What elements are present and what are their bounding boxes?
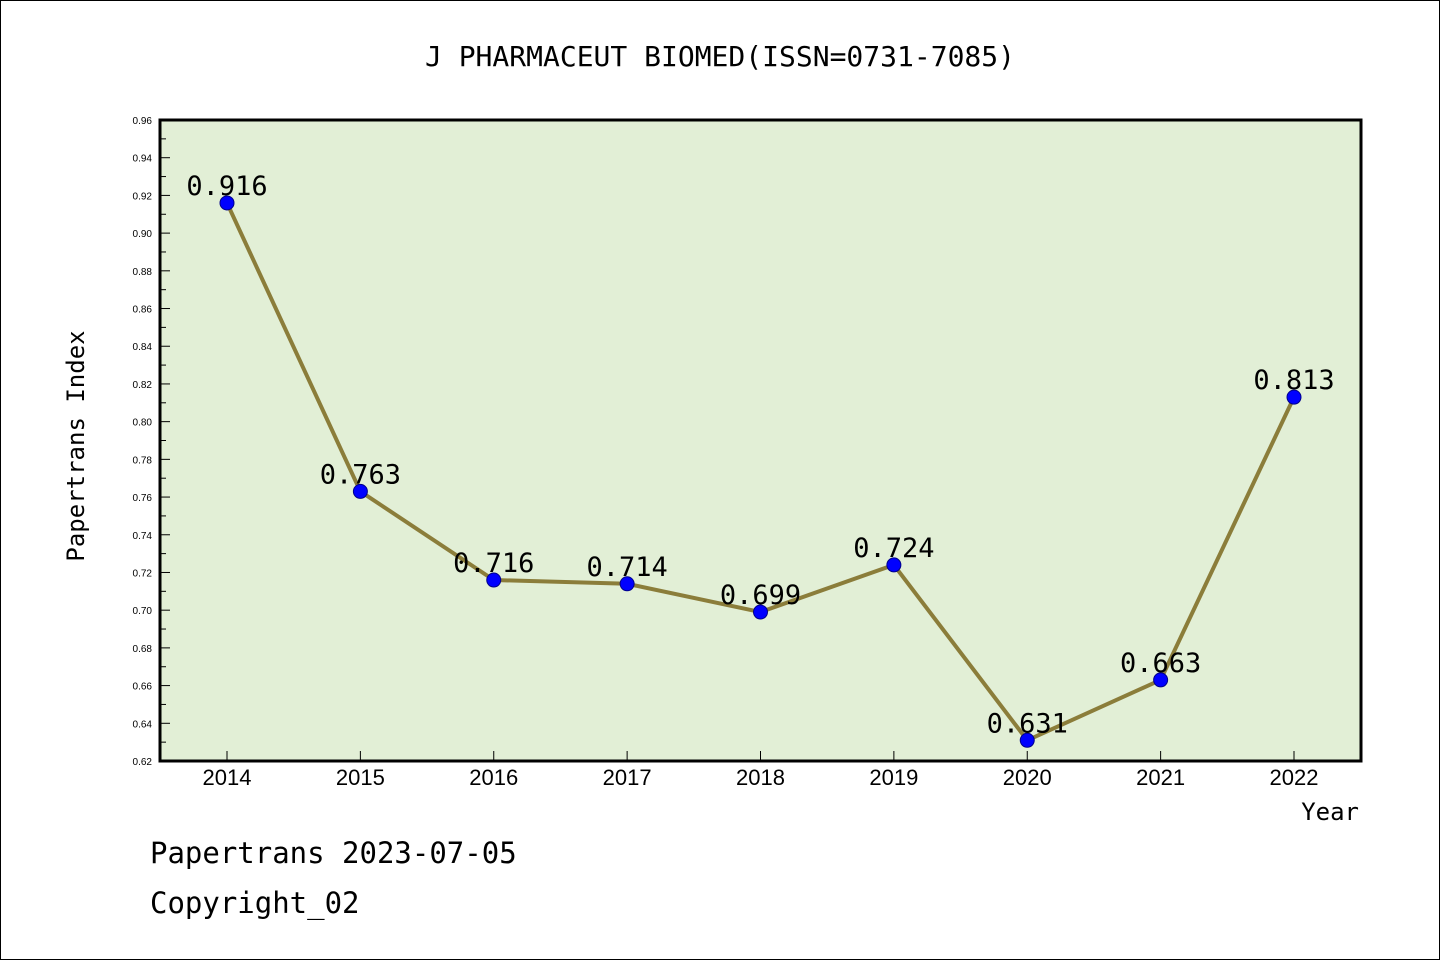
y-tick-label: 0.86	[133, 305, 153, 316]
y-tick-label: 0.76	[133, 493, 153, 504]
data-label: 0.663	[1120, 648, 1201, 679]
y-tick-label: 0.80	[133, 418, 153, 429]
y-tick-label: 0.90	[133, 229, 153, 240]
x-tick-label: 2018	[736, 765, 785, 790]
data-point	[486, 572, 502, 588]
x-tick-label: 2020	[1003, 765, 1052, 790]
data-point	[1286, 389, 1302, 405]
y-tick-label: 0.84	[133, 342, 153, 353]
plot-area	[160, 120, 1361, 761]
x-tick-label: 2015	[336, 765, 385, 790]
footer-date: Papertrans 2023-07-05	[150, 836, 517, 870]
x-tick-label: 2022	[1270, 765, 1319, 790]
x-tick-label: 2014	[203, 765, 252, 790]
x-axis: 2014 2015 2016 2017 2018 2019 2020 2021 2022	[203, 751, 1319, 790]
data-labels: 0.916 0.763 0.716 0.714 0.699 0.724 0.631 0.663…	[186, 171, 1334, 739]
y-tick-label: 0.82	[133, 380, 153, 391]
data-label: 0.763	[320, 459, 401, 490]
data-point	[219, 195, 235, 211]
footer-copyright: Copyright_02	[150, 886, 360, 921]
data-point	[619, 576, 635, 592]
y-tick-label: 0.68	[133, 644, 153, 655]
y-tick-label: 0.74	[133, 531, 153, 542]
data-point	[1153, 672, 1169, 688]
x-axis-label: Year	[1301, 798, 1359, 826]
data-label: 0.714	[586, 552, 667, 583]
y-tick-label: 0.66	[133, 682, 153, 693]
y-tick-label: 0.70	[133, 606, 153, 617]
data-point	[886, 557, 902, 573]
data-point	[753, 604, 768, 620]
data-label: 0.813	[1253, 365, 1334, 396]
data-label: 0.699	[720, 580, 801, 611]
y-tick-label: 0.72	[133, 568, 153, 579]
x-tick-label: 2016	[469, 765, 518, 790]
y-tick-label: 0.96	[133, 116, 153, 127]
data-point	[352, 483, 368, 499]
x-tick-label: 2017	[603, 765, 652, 790]
y-tick-label: 0.78	[133, 455, 153, 466]
chart-title: J PHARMACEUT BIOMED(ISSN=0731-7085)	[425, 40, 1015, 73]
y-tick-label: 0.62	[133, 757, 153, 768]
data-label: 0.916	[186, 171, 267, 202]
series-layer	[219, 195, 1302, 748]
y-tick-label: 0.94	[133, 154, 153, 165]
x-tick-label: 2021	[1136, 765, 1185, 790]
data-point	[1019, 732, 1035, 748]
y-axis-label: Papertrans Index	[62, 330, 90, 561]
y-tick-label: 0.64	[133, 719, 153, 730]
plot-border	[158, 118, 1363, 763]
y-tick-label: 0.88	[133, 267, 153, 278]
y-tick-label: 0.92	[133, 191, 153, 202]
data-label: 0.716	[453, 548, 534, 579]
data-label: 0.724	[853, 533, 934, 564]
data-label: 0.631	[987, 708, 1068, 739]
x-tick-label: 2019	[869, 765, 918, 790]
